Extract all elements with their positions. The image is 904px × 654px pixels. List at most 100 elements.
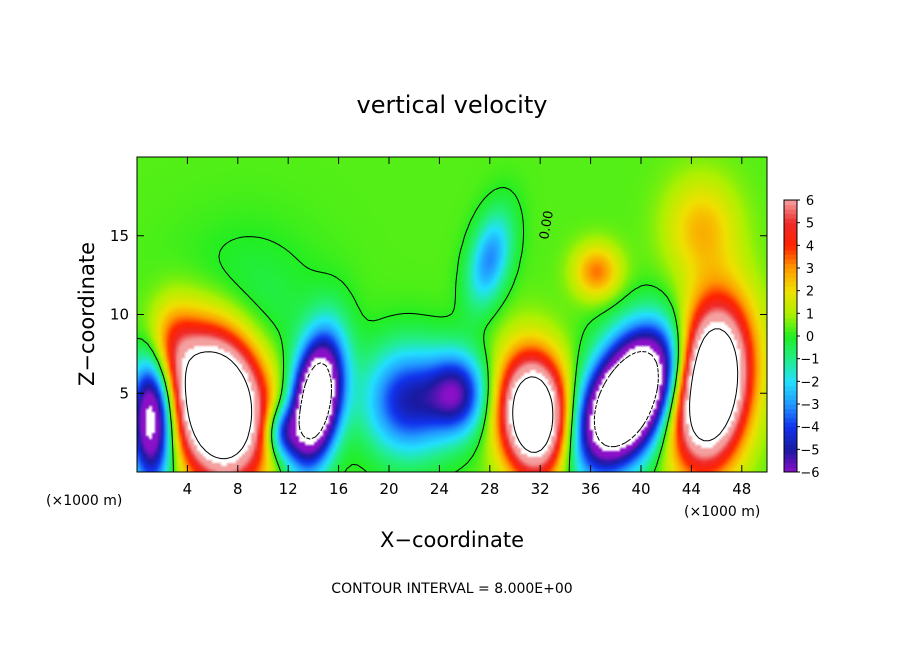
contour-level-0 (136, 187, 679, 473)
colorbar-swatch (784, 209, 797, 215)
x-tick-label: 20 (379, 480, 398, 498)
colorbar: 6 5 4 3 2 1 0 −1 −2 −3 −4 −5 −6 (783, 194, 820, 481)
x-tick-label: 24 (430, 480, 449, 498)
colorbar-tick-label: 2 (806, 285, 814, 300)
colorbar-swatch (784, 431, 797, 437)
colorbar-swatch (784, 231, 797, 237)
x-unit-label-right: (×1000 m) (684, 504, 760, 520)
colorbar-swatch (784, 268, 797, 274)
colorbar-swatch (784, 363, 797, 369)
colorbar-swatch (784, 263, 797, 269)
colorbar-swatch (784, 286, 797, 292)
z-tick-label: 15 (110, 227, 129, 245)
x-tick-label: 4 (183, 480, 193, 498)
colorbar-swatch (784, 390, 797, 396)
colorbar-tick-label: −3 (800, 398, 819, 413)
colorbar-swatch (784, 295, 797, 301)
colorbar-swatch (784, 340, 797, 346)
colorbar-swatch (784, 272, 797, 278)
colorbar-tick-label: −4 (800, 421, 819, 436)
colorbar-tick-label: −2 (800, 375, 819, 390)
x-axis-title: X−coordinate (380, 528, 524, 552)
colorbar-swatch (784, 249, 797, 255)
colorbar-swatch (784, 453, 797, 459)
contour-level-2 (298, 351, 659, 448)
colorbar-tick-label: 1 (806, 307, 814, 322)
colorbar-swatch (784, 449, 797, 455)
colorbar-swatch (784, 435, 797, 441)
colorbar-swatch (784, 399, 797, 405)
x-axis-ticks: 4 8 12 16 20 24 28 32 36 40 44 48 (183, 157, 751, 498)
colorbar-swatch (784, 304, 797, 310)
colorbar-tick-label: −6 (800, 466, 819, 481)
colorbar-swatch (784, 236, 797, 242)
colorbar-swatch (784, 317, 797, 323)
colorbar-swatch (784, 354, 797, 360)
colorbar-swatch (784, 367, 797, 373)
colorbar-swatch (784, 277, 797, 283)
colorbar-swatch (784, 404, 797, 410)
colorbar-swatch (784, 290, 797, 296)
colorbar-swatch (784, 204, 797, 210)
colorbar-swatch (784, 345, 797, 351)
plot-area: 0.00 (136, 156, 768, 473)
colorbar-swatch (784, 349, 797, 355)
colorbar-swatch (784, 200, 797, 206)
colorbar-swatch (784, 240, 797, 246)
colorbar-swatch (784, 213, 797, 219)
contour-label: 0.00 (537, 210, 557, 241)
colorbar-swatch (784, 308, 797, 314)
colorbar-swatch (784, 462, 797, 468)
contour-lines (136, 187, 739, 473)
contour-interval-note: CONTOUR INTERVAL = 8.000E+00 (331, 581, 572, 597)
z-axis-ticks: 5 10 15 (110, 227, 767, 402)
colorbar-swatch (784, 326, 797, 332)
colorbar-swatch (784, 417, 797, 423)
colorbar-tick-label: 0 (806, 330, 814, 345)
colorbar-swatch (784, 299, 797, 305)
colorbar-swatch (784, 426, 797, 432)
x-tick-label: 48 (732, 480, 751, 498)
colorbar-swatch (784, 376, 797, 382)
colorbar-swatch (784, 245, 797, 251)
colorbar-swatch (784, 222, 797, 228)
z-tick-label: 10 (110, 306, 129, 324)
colorbar-swatch (784, 331, 797, 337)
colorbar-tick-label: 5 (806, 217, 814, 232)
colorbar-swatch (784, 422, 797, 428)
x-tick-label: 40 (631, 480, 650, 498)
colorbar-swatch (784, 385, 797, 391)
x-tick-label: 28 (480, 480, 499, 498)
chart-title: vertical velocity (357, 91, 548, 119)
colorbar-swatch (784, 444, 797, 450)
z-tick-label: 5 (119, 384, 129, 402)
x-tick-label: 44 (682, 480, 701, 498)
colorbar-tick-label: 4 (806, 239, 814, 254)
colorbar-swatch (784, 227, 797, 233)
velocity-heatmap (137, 157, 767, 472)
colorbar-swatch (784, 258, 797, 264)
colorbar-swatch (784, 336, 797, 342)
colorbar-swatch (784, 281, 797, 287)
x-tick-label: 12 (279, 480, 298, 498)
x-tick-label: 16 (329, 480, 348, 498)
colorbar-tick-label: 3 (806, 262, 814, 277)
contour-level-1 (184, 328, 739, 460)
colorbar-swatch (784, 467, 797, 473)
colorbar-swatch (784, 458, 797, 464)
colorbar-swatch (784, 413, 797, 419)
x-unit-label-left: (×1000 m) (46, 493, 122, 509)
colorbar-tick-label: −1 (800, 353, 819, 368)
colorbar-swatch (784, 381, 797, 387)
colorbar-tick-label: 6 (806, 194, 814, 209)
colorbar-swatch (784, 372, 797, 378)
colorbar-swatch (784, 313, 797, 319)
x-tick-label: 32 (531, 480, 550, 498)
colorbar-swatch (784, 322, 797, 328)
colorbar-swatch (784, 218, 797, 224)
x-tick-label: 8 (233, 480, 243, 498)
z-axis-title: Z−coordinate (75, 242, 99, 386)
colorbar-swatch (784, 254, 797, 260)
colorbar-swatch (784, 408, 797, 414)
